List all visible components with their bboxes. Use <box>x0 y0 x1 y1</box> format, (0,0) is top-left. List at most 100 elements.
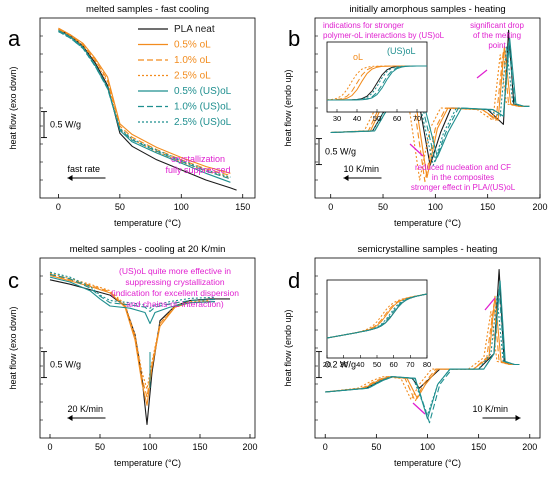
series-line-3 <box>58 28 231 177</box>
x-tick-label: 0 <box>328 202 333 212</box>
rate-label: fast rate <box>68 164 101 174</box>
x-axis-label: temperature (°C) <box>394 458 461 468</box>
series-line-2 <box>58 27 231 174</box>
x-tick-label: 100 <box>174 202 189 212</box>
inset-tick-label: 70 <box>413 114 421 123</box>
series-line-4 <box>330 54 530 181</box>
series-line-3 <box>49 273 211 398</box>
x-tick-label: 100 <box>428 202 443 212</box>
annotation-arrow <box>484 297 496 311</box>
scale-bar-label: 0.5 W/g <box>50 120 81 130</box>
panel-c: melted samples - cooling at 20 K/min c 0 50… <box>8 244 258 468</box>
legend-entry: 2.5% oL <box>174 71 211 82</box>
annotation: indications for stronger <box>323 21 404 30</box>
series-line-4 <box>325 311 520 401</box>
inset-tick-label: 40 <box>356 360 364 369</box>
x-tick-label: 0 <box>323 442 328 452</box>
panel-b: initially amorphous samples - heating b 0 5… <box>283 4 548 228</box>
x-tick-label: 0 <box>56 202 61 212</box>
y-axis-label: heat flow (exo down) <box>8 306 18 389</box>
rate-label: 20 K/min <box>68 404 104 414</box>
series-line-7 <box>330 46 530 166</box>
annotation: reduced nucleation and CF <box>415 163 511 172</box>
panel-a: melted samples - fast cooling a 0 50 100 150 t… <box>8 4 256 228</box>
annotation: stronger effect in PLA/(US)oL <box>411 183 516 192</box>
chart-title: melted samples - fast cooling <box>86 4 209 15</box>
inset-tick-label: 40 <box>353 114 361 123</box>
inset-tick-label: 70 <box>406 360 414 369</box>
series-line-1 <box>58 28 237 191</box>
x-tick-label: 150 <box>480 202 495 212</box>
legend-entry: 0.5% oL <box>174 40 211 51</box>
annotation: polymer-oL interactions by (US)oL <box>323 31 445 40</box>
annotation: suppressing crystallization <box>125 277 224 287</box>
legend-entry: 2.5% (US)oL <box>174 117 232 128</box>
series-line-5 <box>49 276 216 325</box>
series-line-7 <box>49 271 216 309</box>
annotation-arrow <box>476 69 488 79</box>
series-line-5 <box>58 29 231 183</box>
chart-title: melted samples - cooling at 20 K/min <box>70 244 226 255</box>
annotation-arrow <box>409 143 424 157</box>
inset-tick-label: 20 <box>323 360 331 369</box>
inset-frame <box>326 279 428 359</box>
rate-label: 10 K/min <box>344 164 380 174</box>
inset-curve <box>326 293 428 339</box>
x-tick-label: 100 <box>420 442 435 452</box>
chart-title: semicrystalline samples - heating <box>358 244 498 255</box>
rate-arrowhead <box>515 415 521 421</box>
annotation: significant drop <box>470 21 524 30</box>
annotation: and chains-oL interaction) <box>126 299 224 309</box>
inset-label-usol: (US)oL <box>387 46 416 56</box>
inset-tick-label: 60 <box>393 114 401 123</box>
series-line-3 <box>325 303 520 402</box>
series-line-7 <box>58 31 231 178</box>
x-tick-label: 100 <box>142 442 157 452</box>
annotation: of the melting <box>473 31 521 40</box>
legend-entry: 1.0% oL <box>174 55 211 66</box>
annotation: crystallization <box>171 154 225 164</box>
x-tick-label: 0 <box>47 442 52 452</box>
scale-bar-label: 0.2 W/g <box>325 360 356 370</box>
annotation: (US)oL quite more effective in <box>119 266 231 276</box>
rate-arrowhead <box>67 175 73 181</box>
panel-d: semicrystalline samples - heating d 0 50 100… <box>283 244 541 468</box>
annotation: in the composites <box>432 173 494 182</box>
x-tick-label: 50 <box>371 442 381 452</box>
x-tick-label: 200 <box>522 442 537 452</box>
inset-tick-label: 80 <box>423 360 431 369</box>
inset: 20 30 40 50 60 70 80 <box>323 279 431 369</box>
x-tick-label: 50 <box>115 202 125 212</box>
x-axis-label: temperature (°C) <box>114 458 181 468</box>
x-axis-label: temperature (°C) <box>114 218 181 228</box>
annotation: point <box>488 41 506 50</box>
inset-tick-label: 30 <box>339 360 347 369</box>
series-line-6 <box>58 31 231 180</box>
x-tick-label: 150 <box>471 442 486 452</box>
panel-label: b <box>288 26 300 51</box>
y-axis-label: heat flow (endo up) <box>283 309 293 386</box>
series-line-2 <box>325 295 520 399</box>
scale-bar-label: 0.5 W/g <box>50 360 81 370</box>
annotation-arrow <box>412 402 426 415</box>
panel-label: c <box>8 268 19 293</box>
inset-tick-label: 50 <box>373 360 381 369</box>
x-tick-label: 200 <box>532 202 547 212</box>
panel-label: d <box>288 268 300 293</box>
x-tick-label: 200 <box>242 442 257 452</box>
legend-entry: 1.0% (US)oL <box>174 102 232 113</box>
inset-tick-label: 50 <box>373 114 381 123</box>
x-tick-label: 150 <box>235 202 250 212</box>
scale-bar-label: 0.5 W/g <box>325 147 356 157</box>
annotation: fully suppressed <box>165 165 230 175</box>
rate-arrowhead <box>343 175 349 181</box>
x-tick-label: 50 <box>378 202 388 212</box>
inset-label-ol: oL <box>353 52 363 62</box>
inset-tick-label: 30 <box>333 114 341 123</box>
rate-arrowhead <box>67 415 73 421</box>
rate-label: 10 K/min <box>473 404 509 414</box>
x-axis-label: temperature (°C) <box>394 218 461 228</box>
panel-label: a <box>8 26 21 51</box>
y-axis-label: heat flow (endo up) <box>283 69 293 146</box>
